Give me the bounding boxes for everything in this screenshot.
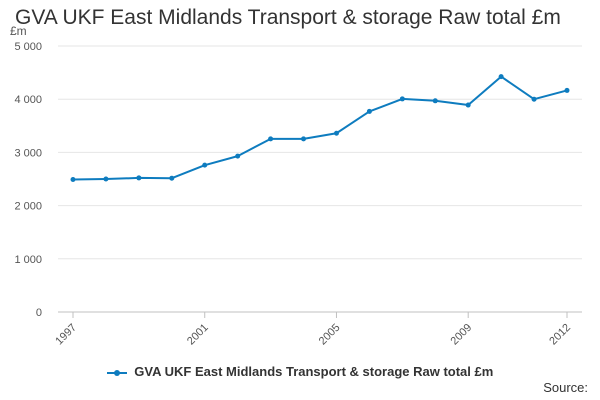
y-tick-label: 5 000 xyxy=(14,41,42,53)
y-tick-label: 4 000 xyxy=(14,94,42,106)
y-tick-label: 0 xyxy=(36,307,42,319)
y-tick-label: 1 000 xyxy=(14,254,42,266)
data-point[interactable] xyxy=(70,177,76,183)
source-label: Source: xyxy=(543,380,588,395)
y-tick-label: 3 000 xyxy=(14,147,42,159)
data-point[interactable] xyxy=(235,153,241,159)
data-point[interactable] xyxy=(399,96,405,102)
chart-title: GVA UKF East Midlands Transport & storag… xyxy=(15,6,561,29)
data-point[interactable] xyxy=(169,175,175,181)
data-point[interactable] xyxy=(432,98,438,104)
x-tick-label: 2009 xyxy=(449,322,475,348)
series-line xyxy=(72,75,568,181)
x-tick-label: 2012 xyxy=(547,322,573,348)
x-tick-label: 2001 xyxy=(185,322,211,348)
data-point[interactable] xyxy=(531,96,537,102)
data-point[interactable] xyxy=(366,108,372,114)
data-point[interactable] xyxy=(333,130,339,136)
y-tick-label: 2 000 xyxy=(14,201,42,213)
data-point[interactable] xyxy=(202,162,208,168)
data-point[interactable] xyxy=(301,136,307,142)
y-axis-unit: £m xyxy=(10,24,27,38)
data-point[interactable] xyxy=(136,175,142,181)
legend[interactable]: GVA UKF East Midlands Transport & storag… xyxy=(0,364,600,379)
x-tick-label: 2005 xyxy=(317,322,343,348)
x-tick-label: 1997 xyxy=(53,322,79,348)
data-point[interactable] xyxy=(268,136,274,142)
data-point[interactable] xyxy=(465,102,471,108)
data-point[interactable] xyxy=(498,74,504,80)
legend-label: GVA UKF East Midlands Transport & storag… xyxy=(134,364,494,379)
data-point[interactable] xyxy=(103,176,109,182)
data-point[interactable] xyxy=(564,87,570,93)
legend-swatch xyxy=(106,367,127,379)
